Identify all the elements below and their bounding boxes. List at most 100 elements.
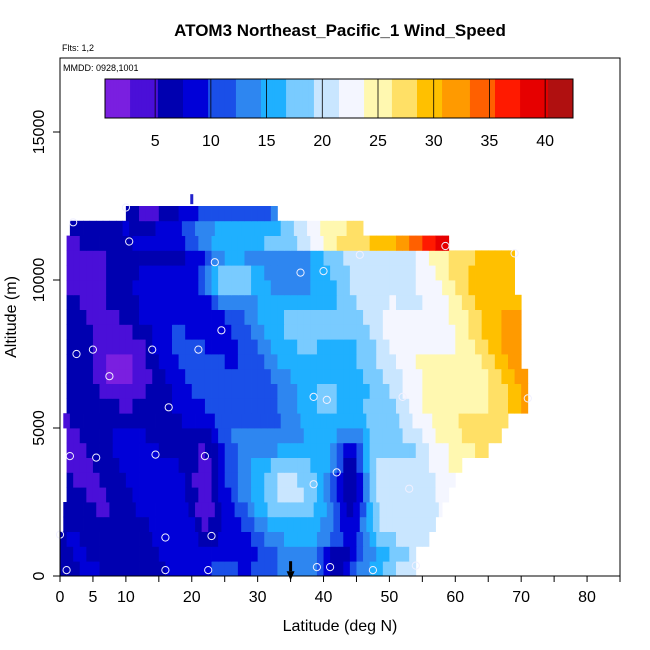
heatmap-cell [168,413,176,429]
heatmap-cell [284,383,291,399]
heatmap-cell [475,428,483,444]
colorbar-swatch [330,79,334,118]
heatmap-cell [132,368,140,384]
heatmap-cell [231,294,239,310]
heatmap-cell [284,280,291,296]
heatmap-cell [119,250,127,266]
heatmap-cell [428,368,436,384]
heatmap-cell [330,294,338,310]
colorbar-swatch [322,79,326,118]
heatmap-cell [155,502,163,518]
heatmap-cell [336,265,344,281]
heatmap-cell [132,309,140,325]
heatmap-cell [178,383,186,399]
heatmap-cell [96,516,104,532]
colorbar-swatch [503,79,507,118]
heatmap-cell [158,442,166,458]
heatmap-cell [125,250,133,266]
heatmap-cell [316,442,324,458]
heatmap-cell [340,502,347,518]
heatmap-cell [267,502,275,518]
heatmap-cell [438,413,446,429]
heatmap-cell [284,309,291,325]
heatmap-cell [349,324,357,340]
heatmap-cell [310,472,318,488]
heatmap-cell [468,339,476,355]
heatmap-cell [402,546,410,562]
heatmap-cell [382,383,390,399]
heatmap-cell [396,324,403,340]
heatmap-cell [475,265,483,281]
heatmap-cell [422,487,430,503]
heatmap-cell [484,413,492,429]
heatmap-cell [448,368,456,384]
heatmap-cell [481,339,489,355]
heatmap-cell [178,280,186,296]
heatmap-cell [224,294,232,310]
observation-point [405,484,414,493]
heatmap-cell [442,339,450,355]
heatmap-cell [349,280,357,296]
heatmap-cell [231,339,239,355]
heatmap-cell [158,398,166,414]
heatmap-cell [382,354,390,370]
heatmap-cell [92,428,100,444]
heatmap-cell [382,457,390,473]
heatmap-cell [63,502,71,518]
heatmap-cell [145,546,153,562]
heatmap-cell [211,546,219,562]
heatmap-cell [389,309,397,325]
heatmap-cell [415,531,423,547]
heatmap-cell [125,442,133,458]
heatmap-cell [310,324,318,340]
heatmap-cell [204,250,212,266]
heatmap-cell [198,383,206,399]
heatmap-cell [158,487,166,503]
heatmap-cell [366,413,374,429]
heatmap-cell [139,546,147,562]
heatmap-cell [316,546,324,562]
heatmap-cell [349,294,357,310]
heatmap-cell [382,368,390,384]
heatmap-cell [165,235,173,251]
colorbar-swatch [486,79,490,118]
heatmap-cell [386,413,394,429]
heatmap-cell [409,324,417,340]
heatmap-cell [277,354,285,370]
colorbar-swatch [138,79,142,118]
heatmap-cell [211,206,219,222]
heatmap-cell [356,442,364,458]
heatmap-cell [165,487,173,503]
flights-annotation: Flts: 1,2 [62,43,94,53]
heatmap-cell [244,309,252,325]
heatmap-cell [175,413,183,429]
heatmap-cell [106,398,114,414]
heatmap-cell [376,368,384,384]
heatmap-cell [79,457,87,473]
heatmap-cell [481,383,489,399]
heatmap-cell [132,235,140,251]
heatmap-cell [303,546,311,562]
heatmap-cell [185,339,193,355]
heatmap-cell [92,309,100,325]
heatmap-cell [316,309,324,325]
heatmap-cell [73,309,81,325]
heatmap-cell [96,220,104,236]
heatmap-cell [501,354,509,370]
heatmap-cell [488,398,496,414]
heatmap-cell [494,368,502,384]
heatmap-cell [376,546,384,562]
observation-point [105,372,114,381]
heatmap-cell [66,546,74,562]
heatmap-cell [316,324,324,340]
heatmap-cell [112,324,120,340]
observation-point [65,452,75,461]
heatmap-cell [270,546,278,562]
heatmap-cell [343,294,351,310]
heatmap-cell [260,220,268,236]
heatmap-cell [237,250,245,266]
heatmap-cell [468,428,476,444]
heatmap-cell [106,294,114,310]
heatmap-cell [435,442,443,458]
colorbar-swatch [313,79,318,118]
